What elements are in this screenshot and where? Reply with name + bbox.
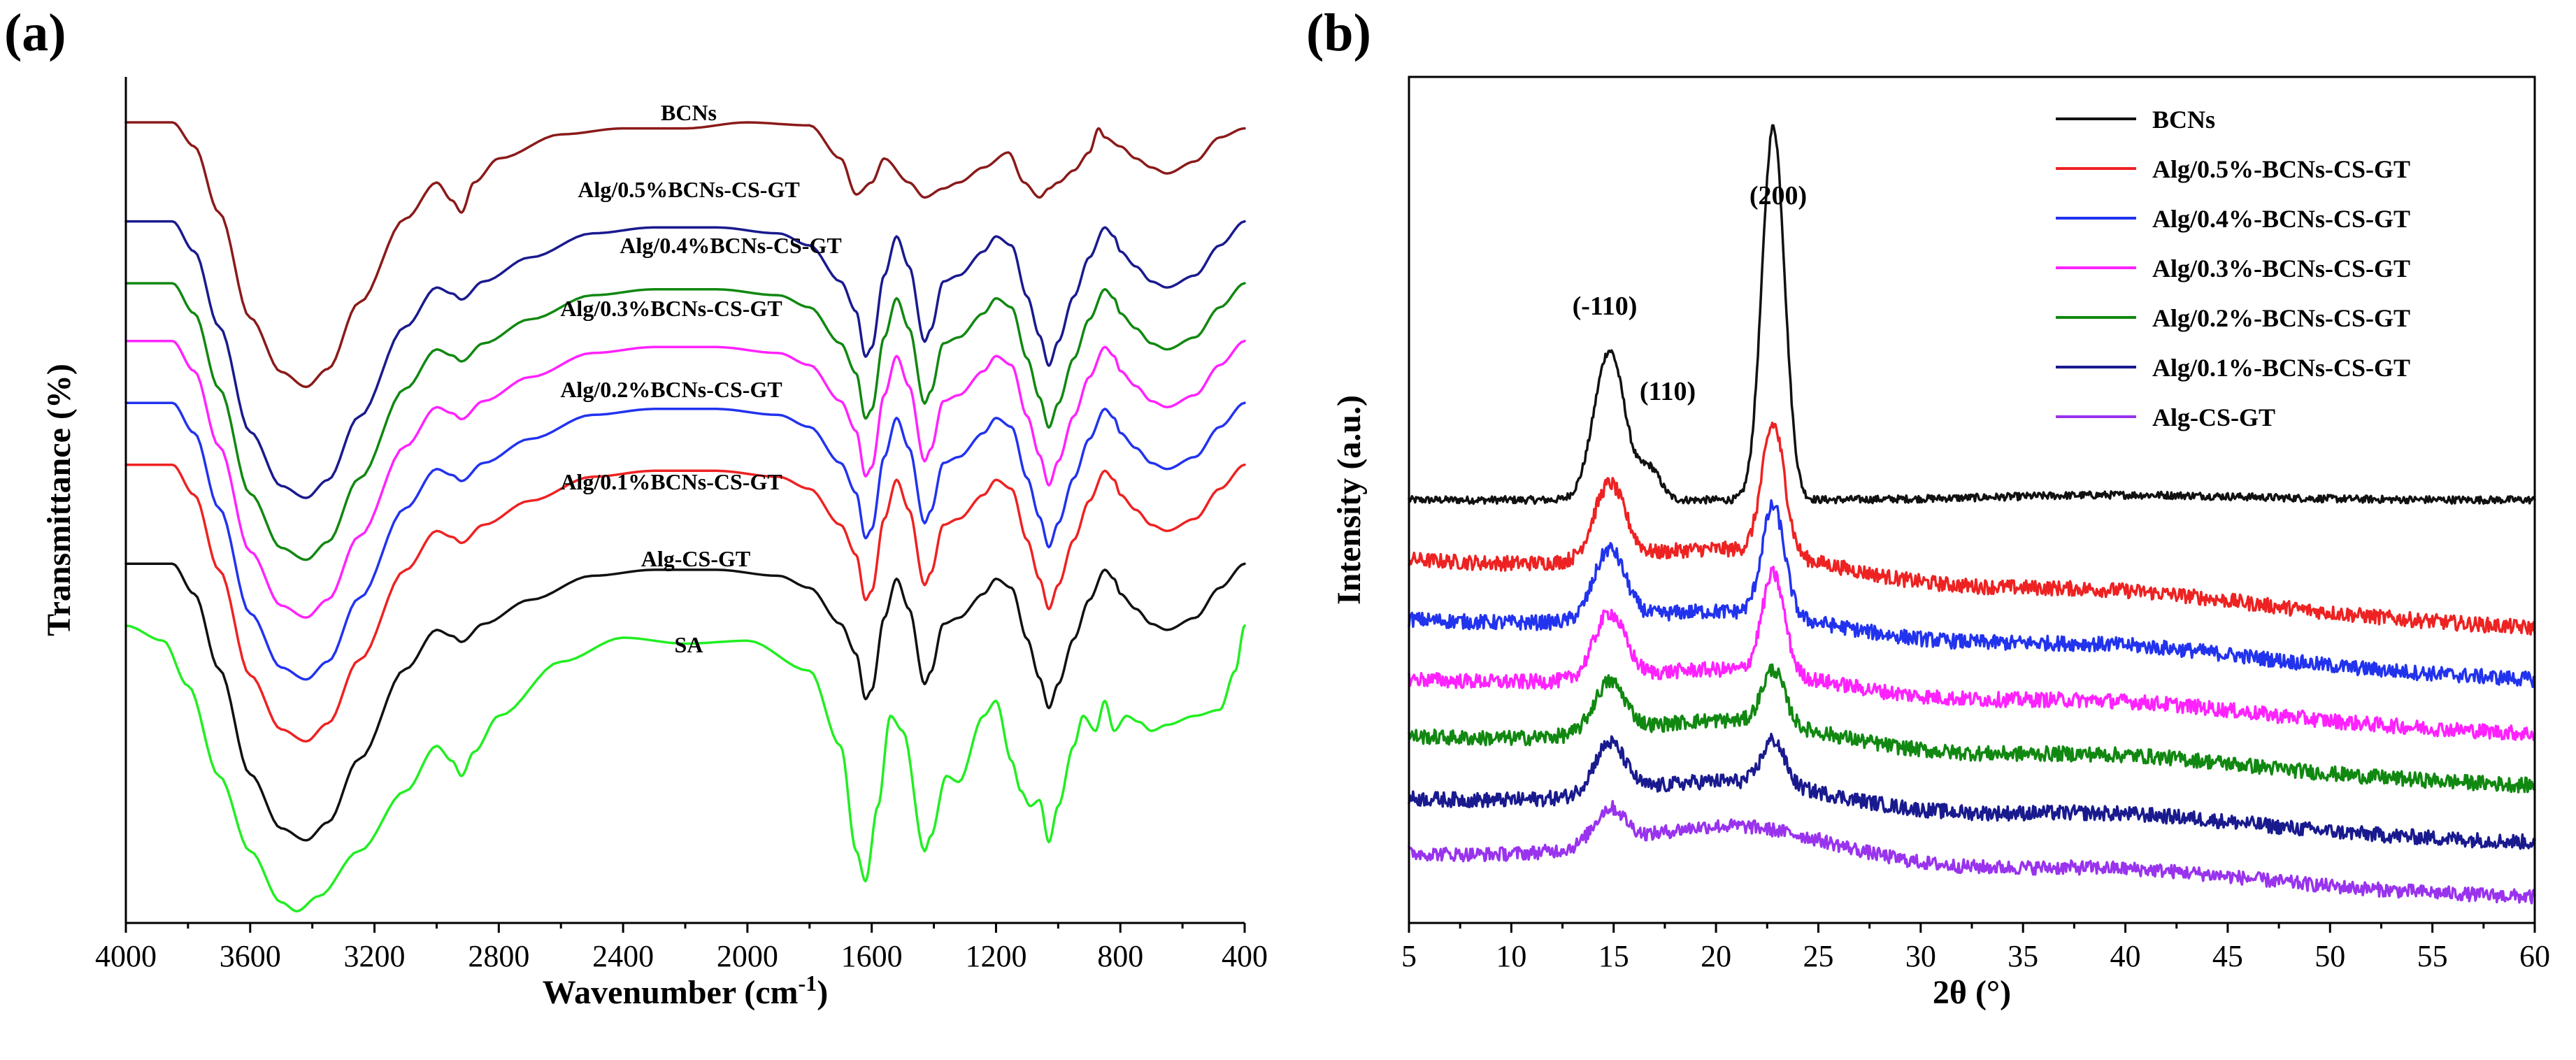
ftir-trace-alg-0-2-bcns-cs-gt: [124, 401, 1246, 681]
xrd-trace-alg-0-1-bcns-cs-gt: [1408, 732, 2536, 850]
a-x-tick-label: 3200: [344, 939, 406, 973]
ftir-trace-alg-cs-gt: [124, 562, 1246, 842]
series-label-alg-04: Alg/0.4%BCNs-CS-GT: [620, 233, 841, 258]
b-x-tick-label: 10: [1496, 939, 1526, 973]
a-x-tick-label: 2400: [592, 939, 654, 973]
legend-label-bcns: BCNs: [2152, 106, 2215, 134]
legend-label-alg-0-2-bcns-cs-gt: Alg/0.2%-BCNs-CS-GT: [2152, 304, 2410, 332]
b-x-tick-label: 55: [2417, 939, 2448, 973]
panel-b-traces: [1408, 124, 2536, 905]
a-x-tick-label: 1200: [965, 939, 1026, 973]
a-x-tick-label: 800: [1097, 939, 1143, 973]
ftir-trace-bcns: [124, 121, 1246, 389]
legend-label-alg-0-4-bcns-cs-gt: Alg/0.4%-BCNs-CS-GT: [2152, 205, 2410, 233]
ftir-trace-sa: [124, 624, 1246, 913]
panel-a-x-axis-title: Wavenumber (cm-1): [543, 971, 828, 1011]
panel-b-peak-labels: (-110) (110) (200): [1573, 181, 1808, 406]
ftir-trace-alg-0-4-bcns-cs-gt: [124, 282, 1246, 561]
panel-b-x-axis-title: 2θ (°): [1933, 974, 2011, 1011]
b-x-tick-label: 20: [1701, 939, 1731, 973]
series-label-alg-03: Alg/0.3%BCNs-CS-GT: [560, 296, 782, 321]
ftir-trace-alg-0-5-bcns-cs-gt: [124, 220, 1246, 499]
legend-label-alg-0-5-bcns-cs-gt: Alg/0.5%-BCNs-CS-GT: [2152, 155, 2410, 183]
panel-b-legend: BCNs Alg/0.5%-BCNs-CS-GT Alg/0.4%-BCNs-CS-…: [2056, 106, 2410, 431]
a-x-tick-label: 2000: [717, 939, 778, 973]
b-x-tick-label: 25: [1803, 939, 1833, 973]
series-label-alg-01: Alg/0.1%BCNs-CS-GT: [560, 469, 782, 494]
panel-a-y-axis-title: Transmittance (%): [41, 364, 78, 636]
ftir-trace-alg-0-3-bcns-cs-gt: [124, 339, 1246, 619]
peak-label-200: (200): [1749, 181, 1807, 210]
panel-b-ticks: 5 10 15 20 25 30 35 40 45 50 55 60: [1401, 923, 2550, 973]
a-x-tick-label: 2800: [468, 939, 529, 973]
panel-a-label: (a): [4, 3, 66, 62]
ftir-trace-alg-0-1-bcns-cs-gt: [124, 463, 1246, 743]
xrd-trace-alg-0-5-bcns-cs-gt: [1408, 421, 2536, 636]
panel-a: (a) BCNs Alg/0.5%BCNs-CS-GT Alg/0.4%BCNs…: [4, 3, 1268, 1011]
panel-b: (b) (-110) (110) (200) BCNs Alg/0.5%-BCNs…: [1306, 3, 2550, 1011]
b-x-tick-label: 5: [1401, 939, 1417, 973]
b-x-tick-label: 30: [1905, 939, 1936, 973]
legend-label-alg-cs-gt: Alg-CS-GT: [2152, 403, 2275, 431]
b-x-tick-label: 35: [2008, 939, 2038, 973]
b-x-tick-label: 60: [2519, 939, 2550, 973]
xrd-trace-alg-0-3-bcns-cs-gt: [1408, 565, 2536, 741]
panel-a-ticks: 4000 3600 3200 2800 2400 2000 1600 1200 800 400: [95, 923, 1268, 973]
series-label-sa: SA: [675, 632, 703, 657]
b-x-tick-label: 40: [2110, 939, 2141, 973]
panel-a-traces: [124, 121, 1246, 913]
xrd-trace-alg-cs-gt: [1408, 800, 2536, 905]
a-x-tick-label: 4000: [95, 939, 157, 973]
xrd-trace-bcns: [1408, 124, 2536, 506]
xrd-trace-alg-0-4-bcns-cs-gt: [1408, 499, 2536, 689]
legend-label-alg-0-1-bcns-cs-gt: Alg/0.1%-BCNs-CS-GT: [2152, 354, 2410, 382]
a-x-tick-label: 3600: [220, 939, 281, 973]
series-label-alg-02: Alg/0.2%BCNs-CS-GT: [560, 377, 782, 402]
b-x-tick-label: 45: [2212, 939, 2243, 973]
panel-b-y-axis-title: Intensity (a.u.): [1331, 395, 1368, 605]
b-x-tick-label: 15: [1598, 939, 1629, 973]
series-label-bcns: BCNs: [661, 100, 717, 125]
panel-a-axes: [124, 77, 1245, 924]
a-x-tick-label: 1600: [841, 939, 903, 973]
panel-a-series-labels: BCNs Alg/0.5%BCNs-CS-GT Alg/0.4%BCNs-CS-…: [560, 100, 841, 657]
series-label-alg-05: Alg/0.5%BCNs-CS-GT: [578, 177, 799, 202]
panel-b-label: (b): [1306, 3, 1371, 62]
series-label-alg-cs-gt: Alg-CS-GT: [641, 546, 750, 571]
peak-label-minus-110: (-110): [1573, 292, 1638, 321]
b-x-tick-label: 50: [2314, 939, 2345, 973]
peak-label-110: (110): [1640, 377, 1696, 406]
xrd-trace-alg-0-2-bcns-cs-gt: [1408, 663, 2536, 794]
legend-label-alg-0-3-bcns-cs-gt: Alg/0.3%-BCNs-CS-GT: [2152, 255, 2410, 282]
a-x-tick-label: 400: [1222, 939, 1268, 973]
